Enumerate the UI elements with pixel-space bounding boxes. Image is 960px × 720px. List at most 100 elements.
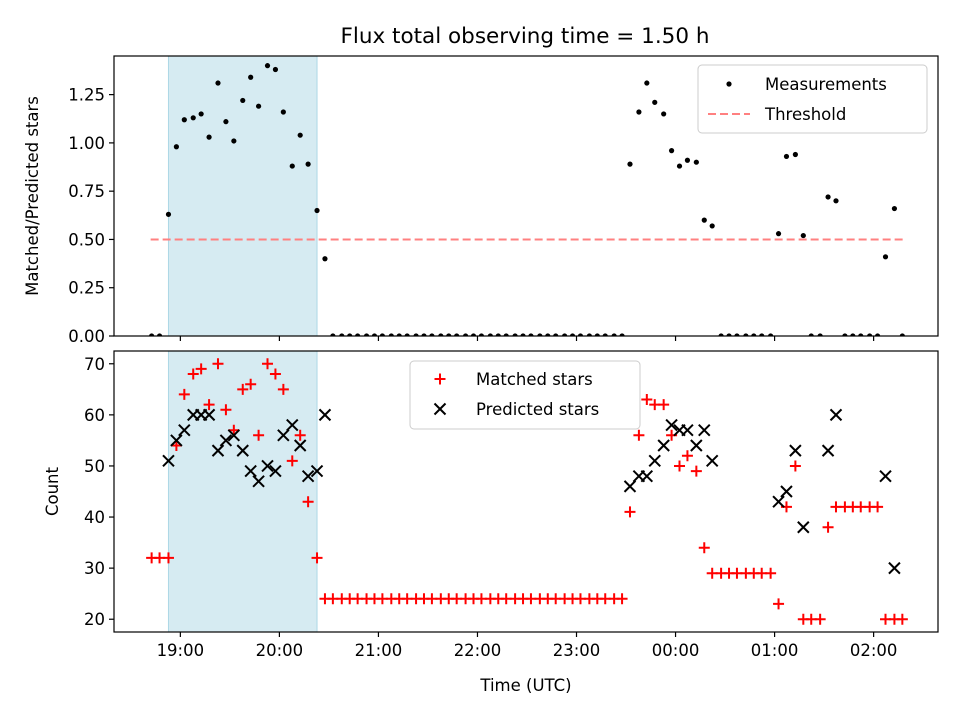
matched-point bbox=[674, 460, 686, 472]
measurement-point bbox=[759, 333, 765, 336]
x-tick-label: 00:00 bbox=[652, 641, 700, 660]
measurement-point bbox=[701, 217, 707, 223]
predicted-point bbox=[170, 434, 183, 447]
y-tick-label: 1.00 bbox=[68, 134, 105, 153]
legend-box bbox=[409, 360, 641, 430]
measurement-point bbox=[438, 333, 444, 336]
measurement-point bbox=[537, 333, 543, 336]
predicted-point bbox=[277, 429, 290, 442]
predicted-point bbox=[623, 480, 637, 493]
matched-point bbox=[269, 368, 281, 380]
legend-label-matched: Matched stars bbox=[476, 370, 593, 389]
shaded-region bbox=[167, 350, 318, 633]
predicted-point bbox=[310, 464, 324, 478]
measurement-point bbox=[512, 333, 518, 336]
measurement-point bbox=[454, 333, 460, 336]
legend-label-threshold: Threshold bbox=[764, 105, 846, 124]
measurement-point bbox=[314, 207, 320, 214]
matched-point bbox=[641, 394, 653, 406]
measurement-point bbox=[223, 119, 229, 125]
measurement-point bbox=[190, 115, 196, 121]
matched-point bbox=[690, 465, 702, 477]
measurement-point bbox=[808, 333, 814, 336]
measurement-point bbox=[520, 333, 526, 336]
measurement-point bbox=[503, 333, 509, 336]
matched-point bbox=[187, 368, 199, 380]
measurement-point bbox=[470, 333, 477, 336]
measurement-point bbox=[734, 333, 740, 336]
matched-point bbox=[789, 460, 801, 472]
measurement-point bbox=[413, 333, 419, 336]
matched-point bbox=[311, 552, 323, 564]
measurement-point bbox=[783, 153, 790, 160]
legend-label-measurements: Measurements bbox=[765, 75, 887, 94]
matched-point bbox=[277, 383, 289, 395]
measurement-point bbox=[545, 333, 551, 336]
matched-point bbox=[203, 399, 215, 411]
measurement-point bbox=[181, 117, 187, 123]
predicted-point bbox=[261, 459, 274, 473]
measurement-point bbox=[255, 103, 262, 109]
measurement-point bbox=[668, 148, 675, 154]
matched-point bbox=[681, 450, 693, 462]
legend-label-predicted: Predicted stars bbox=[476, 400, 599, 419]
legend-box bbox=[697, 64, 928, 134]
y-tick-label: 60 bbox=[84, 406, 105, 425]
measurement-point bbox=[718, 333, 724, 336]
predicted-point bbox=[227, 429, 241, 442]
measurement-point bbox=[800, 232, 806, 239]
measurement-point bbox=[586, 333, 592, 336]
matched-point bbox=[814, 613, 826, 625]
measurement-point bbox=[775, 231, 782, 237]
matched-point bbox=[286, 455, 298, 467]
measurement-point bbox=[602, 333, 608, 336]
predicted-point bbox=[665, 418, 678, 432]
measurement-point bbox=[289, 163, 295, 169]
measurement-point bbox=[611, 333, 617, 336]
measurement-point bbox=[297, 132, 303, 138]
measurement-point bbox=[899, 333, 905, 336]
x-axis-label: Time (UTC) bbox=[479, 676, 571, 695]
measurement-point bbox=[553, 333, 559, 336]
measurement-point bbox=[347, 333, 353, 336]
predicted-point bbox=[797, 521, 810, 534]
measurement-point bbox=[833, 198, 839, 204]
measurement-point bbox=[825, 194, 831, 200]
measurement-point bbox=[206, 134, 212, 140]
matched-point bbox=[170, 440, 182, 452]
predicted-point bbox=[690, 439, 703, 452]
legend: Measurements Threshold bbox=[697, 64, 928, 134]
y-tick-label: 40 bbox=[84, 508, 105, 527]
matched-point bbox=[822, 521, 834, 533]
predicted-point bbox=[301, 469, 315, 483]
matched-point bbox=[220, 404, 232, 416]
measurement-point bbox=[577, 333, 584, 336]
matched-point bbox=[162, 552, 174, 564]
measurement-point bbox=[867, 333, 873, 336]
predicted-point bbox=[879, 469, 892, 483]
predicted-point bbox=[780, 485, 793, 498]
measurement-point bbox=[858, 333, 864, 336]
top-panel: 0.00 0.25 0.50 0.75 1.00 1.25 Matched/Predicte… bbox=[23, 55, 939, 346]
predicted-point bbox=[202, 408, 216, 422]
matched-point bbox=[245, 378, 257, 390]
measurement-point bbox=[379, 333, 385, 336]
y-tick-label: 1.25 bbox=[68, 86, 105, 105]
measurement-point bbox=[165, 211, 172, 217]
matched-point bbox=[773, 598, 785, 610]
measurement-point bbox=[850, 333, 856, 336]
matched-point bbox=[228, 424, 240, 436]
y-tick-label: 70 bbox=[84, 355, 105, 374]
y-axis-label: Matched/Predicted stars bbox=[23, 96, 42, 296]
measurement-point bbox=[248, 74, 254, 80]
predicted-point bbox=[252, 475, 265, 488]
measurement-point bbox=[339, 333, 345, 336]
predicted-point bbox=[888, 561, 901, 575]
measurement-point bbox=[231, 138, 237, 144]
predicted-point bbox=[318, 408, 332, 422]
measurement-point bbox=[726, 333, 732, 336]
predicted-point bbox=[211, 444, 225, 457]
measurement-point bbox=[882, 254, 889, 260]
matched-point bbox=[896, 613, 908, 625]
